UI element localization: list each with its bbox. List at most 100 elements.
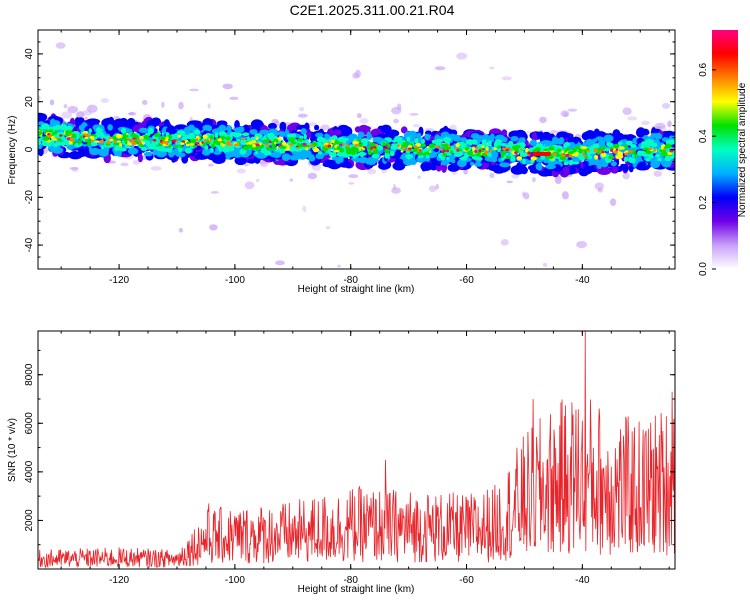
- heatmap-cell: [382, 141, 386, 147]
- heatmap-cell: [510, 136, 519, 142]
- heatmap-cell: [393, 118, 399, 124]
- heatmap-cell: [239, 148, 247, 155]
- heatmap-cell: [96, 128, 101, 132]
- heatmap-cell: [59, 134, 63, 137]
- heatmap-cell: [401, 146, 407, 150]
- heatmap-cell: [138, 127, 149, 134]
- heatmap-cell: [445, 149, 450, 153]
- heatmap-cell: [550, 129, 558, 134]
- heatmap-cell: [617, 141, 623, 145]
- colorbar-label: Normalized spectral amplitude: [737, 82, 748, 217]
- heatmap-cell: [548, 146, 555, 151]
- heatmap-cell: [416, 148, 421, 152]
- snr-ytick-label: 6000: [24, 412, 35, 435]
- heatmap-cell: [305, 146, 309, 151]
- heatmap-cell: [160, 147, 168, 152]
- heatmap-cell: [164, 141, 169, 145]
- heatmap-cell: [560, 150, 565, 154]
- heatmap-cell: [222, 149, 230, 153]
- heatmap-cell: [289, 143, 294, 146]
- heatmap-cell: [581, 133, 591, 141]
- heatmap-cell: [213, 140, 216, 145]
- spectrogram-ytick-label: 0: [24, 146, 35, 152]
- heatmap-cell: [577, 154, 583, 159]
- heatmap-cell: [562, 166, 570, 175]
- heatmap-cell: [195, 142, 199, 145]
- spectrogram-xtick-label: -80: [343, 275, 358, 286]
- heatmap-cell: [177, 134, 182, 138]
- heatmap-cell: [314, 124, 320, 131]
- heatmap-peak: [533, 151, 551, 156]
- heatmap-cell: [627, 116, 638, 121]
- heatmap-cell: [442, 149, 445, 153]
- heatmap-cell: [327, 144, 332, 148]
- heatmap-cell: [366, 133, 373, 140]
- heatmap-cell: [574, 151, 579, 156]
- heatmap-cell: [333, 149, 340, 153]
- heatmap-cell: [61, 111, 73, 119]
- heatmap-cell: [244, 163, 249, 167]
- colorbar-scale: [712, 30, 738, 269]
- heatmap-cell: [653, 170, 662, 177]
- heatmap-cell: [279, 132, 286, 138]
- heatmap-cell: [384, 148, 390, 154]
- heatmap-cell: [84, 116, 88, 120]
- heatmap-cell: [402, 141, 409, 146]
- heatmap-cell: [234, 143, 238, 147]
- heatmap-cell: [565, 153, 570, 158]
- heatmap-cell: [397, 144, 400, 148]
- heatmap-cell: [41, 123, 50, 130]
- heatmap-cell: [331, 135, 338, 141]
- heatmap-cell: [387, 137, 393, 143]
- heatmap-cell: [391, 187, 401, 194]
- heatmap-cell: [466, 150, 474, 156]
- heatmap-cell: [188, 143, 195, 146]
- heatmap-cell: [337, 136, 345, 143]
- heatmap-cell: [455, 143, 460, 147]
- heatmap-cell: [380, 125, 386, 133]
- heatmap-cell: [493, 147, 497, 150]
- heatmap-cell: [284, 143, 288, 146]
- heatmap-cell: [618, 146, 625, 150]
- heatmap-cell: [236, 168, 246, 174]
- heatmap-cell: [368, 142, 375, 146]
- heatmap-cell: [613, 150, 618, 154]
- heatmap-cell: [295, 146, 300, 149]
- heatmap-cell: [109, 138, 114, 142]
- heatmap-cell: [654, 122, 666, 130]
- heatmap-cell: [266, 144, 269, 148]
- heatmap-cell: [645, 157, 651, 162]
- heatmap-cell: [55, 42, 66, 49]
- heatmap-cell: [55, 124, 61, 131]
- colorbar-tick-label: 0.4: [698, 129, 709, 143]
- heatmap-cell: [460, 142, 467, 147]
- heatmap-cell: [478, 149, 482, 153]
- spectrogram-panel: -120 -100 -80 -60 -40 -40 -20 0 20 40 Height of s…: [7, 29, 676, 295]
- heatmap-cell: [269, 152, 277, 158]
- heatmap-cell: [270, 144, 276, 148]
- heatmap-cell: [605, 147, 609, 152]
- heatmap-cell: [189, 88, 200, 92]
- heatmap-cell: [355, 69, 361, 78]
- heatmap-cell: [520, 148, 523, 152]
- heatmap-cell: [178, 147, 183, 153]
- heatmap-cell: [448, 154, 456, 160]
- heatmap-cell: [434, 66, 446, 71]
- heatmap-cell: [76, 117, 85, 123]
- heatmap-cell: [366, 157, 377, 166]
- heatmap-cell: [87, 141, 91, 146]
- heatmap-cell: [255, 145, 260, 151]
- heatmap-cell: [143, 135, 149, 139]
- heatmap-cell: [77, 141, 81, 145]
- heatmap-cell: [628, 157, 636, 164]
- snr-panel: -120 -100 -80 -60 -40 2000 4000 6000 8000 Height…: [7, 330, 676, 595]
- heatmap-cell: [542, 262, 548, 267]
- heatmap-cell: [160, 139, 163, 143]
- heatmap-cell: [514, 144, 521, 149]
- heatmap-cell: [181, 155, 189, 164]
- heatmap-cell: [329, 152, 333, 158]
- heatmap-cell: [556, 148, 562, 152]
- heatmap-cell: [642, 147, 650, 151]
- heatmap-cell: [250, 136, 257, 141]
- heatmap-cell: [567, 108, 578, 112]
